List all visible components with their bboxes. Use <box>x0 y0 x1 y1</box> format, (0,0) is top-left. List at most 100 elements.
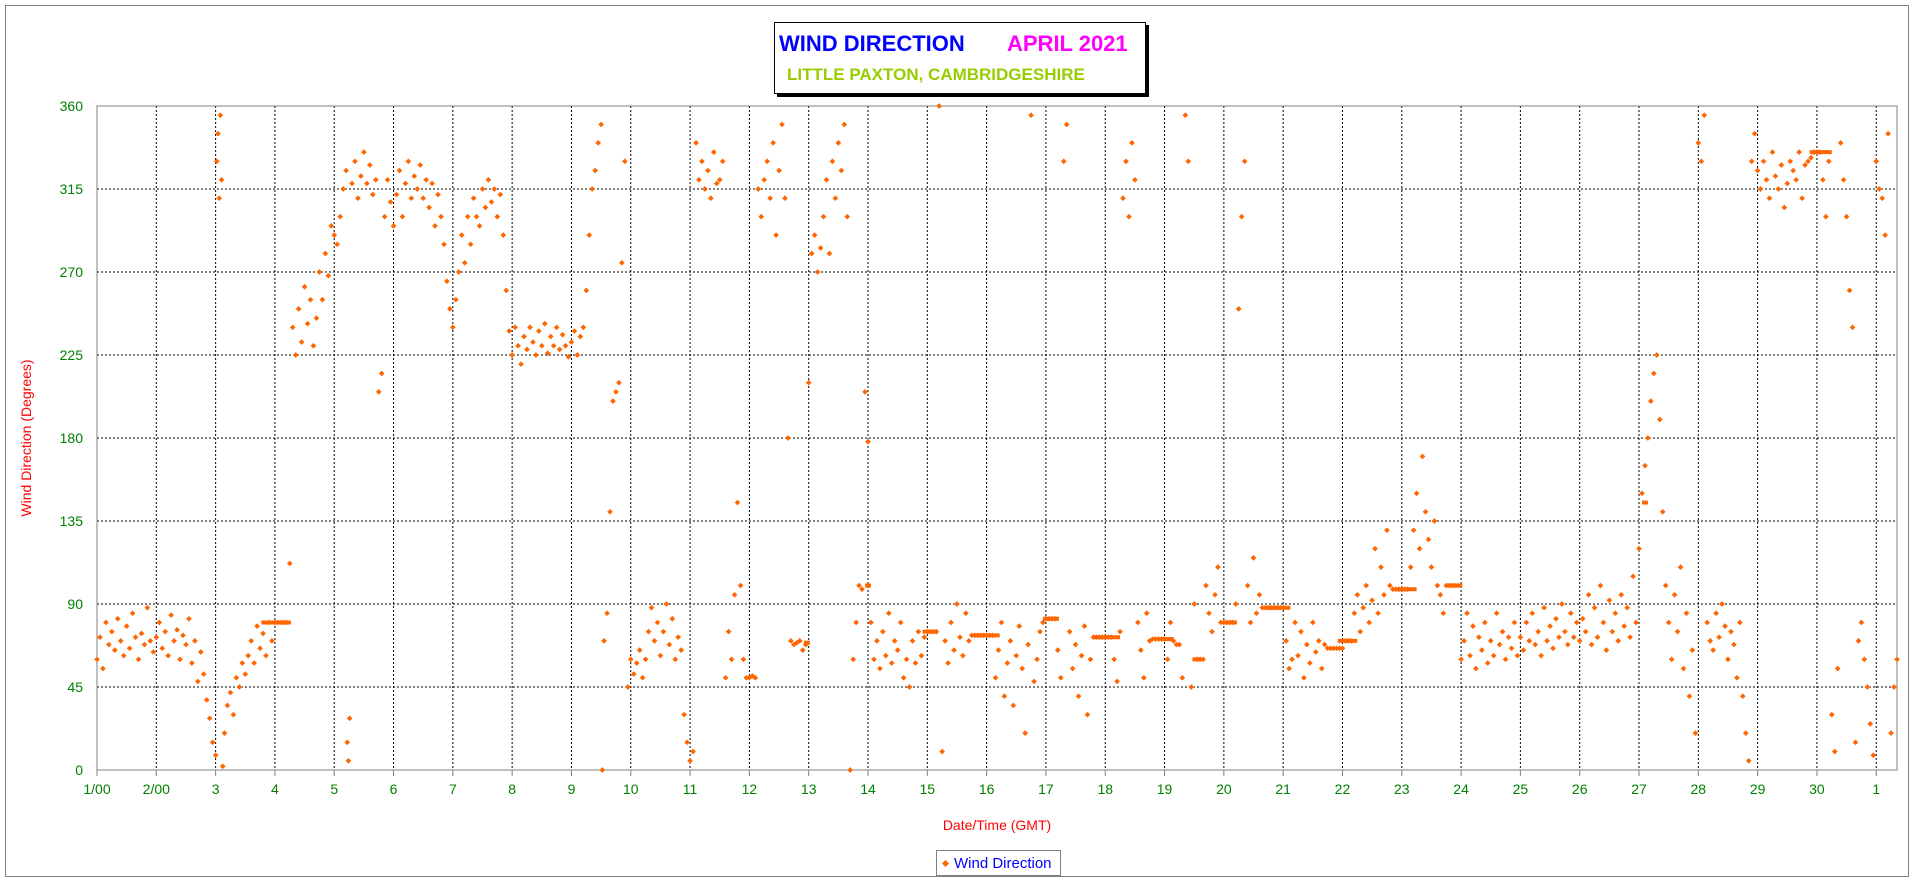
data-point <box>599 767 606 773</box>
data-point <box>693 140 699 146</box>
data-point <box>1719 601 1725 607</box>
data-point <box>1831 748 1838 755</box>
data-point <box>141 641 148 648</box>
data-point <box>1695 140 1702 146</box>
data-point <box>761 176 768 183</box>
data-point <box>242 671 249 677</box>
data-point <box>1514 652 1521 659</box>
data-point <box>485 176 492 183</box>
data-point <box>752 674 759 681</box>
data-point <box>1001 693 1008 700</box>
data-point <box>156 619 163 626</box>
x-tick-label: 10 <box>623 781 639 797</box>
data-point <box>1431 518 1438 524</box>
data-point <box>1487 638 1494 644</box>
data-point <box>1588 641 1595 648</box>
data-point <box>1143 610 1150 617</box>
data-point <box>826 250 833 257</box>
data-point <box>770 140 776 146</box>
data-point <box>458 232 465 238</box>
data-point <box>1722 623 1728 629</box>
data-point <box>1763 176 1770 183</box>
data-point <box>1820 176 1826 183</box>
data-point <box>1562 628 1568 635</box>
data-point <box>1751 130 1758 137</box>
data-point <box>841 121 848 128</box>
data-point <box>1852 739 1859 746</box>
data-point <box>728 656 735 663</box>
data-point <box>361 149 367 155</box>
data-point <box>316 269 323 275</box>
data-point <box>215 130 221 137</box>
y-tick-label: 135 <box>60 513 84 529</box>
data-point <box>847 767 854 773</box>
data-point <box>189 660 195 666</box>
data-point <box>562 342 569 349</box>
data-point <box>948 619 954 626</box>
data-point <box>862 389 868 395</box>
data-point <box>755 186 762 192</box>
data-point <box>764 158 771 165</box>
data-point <box>1164 656 1171 663</box>
data-point <box>1292 619 1298 626</box>
data-point <box>1615 638 1622 644</box>
data-point <box>518 361 524 368</box>
data-point <box>844 213 851 220</box>
data-point <box>1200 656 1206 663</box>
data-point <box>1256 591 1263 598</box>
data-point <box>1656 416 1663 423</box>
data-points <box>94 103 1900 773</box>
data-point <box>1648 398 1654 404</box>
y-tick-label: 45 <box>67 679 83 695</box>
data-point <box>912 660 919 666</box>
data-point <box>509 352 515 358</box>
data-point <box>1793 176 1800 183</box>
data-point <box>1633 619 1639 626</box>
data-point <box>194 678 201 685</box>
data-point <box>1369 597 1375 604</box>
data-point <box>1760 158 1767 165</box>
data-point <box>1176 641 1183 648</box>
data-point <box>1324 645 1331 652</box>
data-point <box>553 324 560 331</box>
data-point <box>1665 619 1672 626</box>
data-point <box>663 601 670 607</box>
data-point <box>435 191 441 198</box>
data-point <box>310 342 317 349</box>
data-point <box>871 656 877 663</box>
data-point <box>1769 149 1776 155</box>
data-point <box>577 333 584 340</box>
data-point <box>147 638 154 644</box>
data-point <box>349 180 355 187</box>
data-point <box>1461 638 1467 644</box>
data-point <box>292 352 299 358</box>
data-point <box>1069 665 1076 672</box>
data-point <box>450 324 456 331</box>
data-point <box>877 665 883 672</box>
data-point <box>660 628 667 635</box>
data-point <box>1307 660 1313 666</box>
data-point <box>1526 638 1533 644</box>
data-point <box>183 641 189 648</box>
data-point <box>1075 693 1082 700</box>
data-point <box>1808 154 1814 161</box>
x-tick-label: 20 <box>1216 781 1232 797</box>
data-point <box>364 180 370 187</box>
y-tick-label: 315 <box>60 181 84 197</box>
data-point <box>286 560 293 567</box>
data-point <box>488 199 495 205</box>
data-point <box>1339 645 1346 652</box>
x-tick-label: 8 <box>508 781 516 797</box>
data-point <box>1579 615 1586 622</box>
data-point <box>586 232 593 238</box>
data-point <box>1025 641 1031 648</box>
data-point <box>1286 665 1292 672</box>
data-point <box>417 162 424 168</box>
x-tick-label: 6 <box>390 781 398 797</box>
data-point <box>171 638 177 644</box>
data-point <box>1662 582 1669 589</box>
data-point <box>248 638 255 644</box>
data-point <box>1671 591 1678 598</box>
data-point <box>1304 641 1310 648</box>
x-tick-label: 18 <box>1097 781 1113 797</box>
